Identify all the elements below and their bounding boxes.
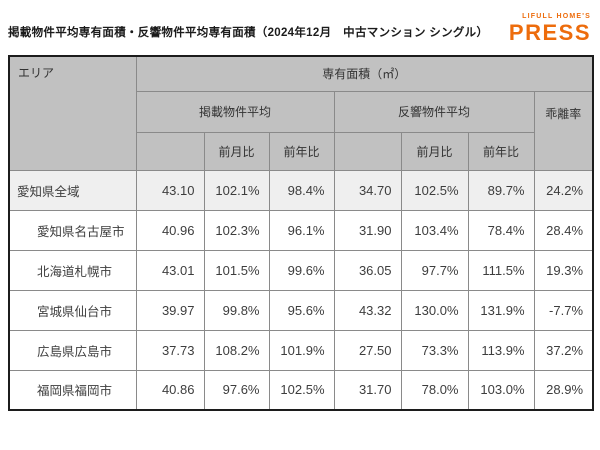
- area-name-cell: 愛知県名古屋市: [8, 209, 137, 251]
- listed-average-cell: 37.73: [135, 329, 205, 371]
- column-header-area: エリア: [8, 55, 137, 171]
- listed-average-cell: 39.97: [135, 289, 205, 331]
- inquiry-mom-cell: 130.0%: [400, 289, 469, 331]
- inquiry-yoy-cell: 89.7%: [467, 169, 535, 211]
- subheader-inquiry-mom: 前月比: [400, 131, 469, 171]
- gap-rate-cell: 28.9%: [533, 369, 594, 411]
- inquiry-average-cell: 31.90: [333, 209, 402, 251]
- inquiry-yoy-cell: 78.4%: [467, 209, 535, 251]
- group-header-listed-average: 掲載物件平均: [135, 90, 335, 133]
- listed-average-cell: 43.01: [135, 249, 205, 291]
- listed-average-cell: 43.10: [135, 169, 205, 211]
- listed-average-cell: 40.96: [135, 209, 205, 251]
- listed-mom-cell: 102.1%: [203, 169, 270, 211]
- subheader-listed-mom: 前月比: [203, 131, 270, 171]
- inquiry-yoy-cell: 113.9%: [467, 329, 535, 371]
- subheader-inquiry-value-blank: [333, 131, 402, 171]
- listed-average-cell: 40.86: [135, 369, 205, 411]
- subheader-listed-value-blank: [135, 131, 205, 171]
- listed-yoy-cell: 95.6%: [268, 289, 335, 331]
- inquiry-average-cell: 36.05: [333, 249, 402, 291]
- group-header-inquiry-average: 反響物件平均: [333, 90, 535, 133]
- listed-mom-cell: 108.2%: [203, 329, 270, 371]
- inquiry-average-cell: 34.70: [333, 169, 402, 211]
- logo-press-text: PRESS: [508, 20, 591, 45]
- table-row: 北海道札幌市 43.01 101.5% 99.6% 36.05 97.7% 11…: [8, 249, 594, 291]
- column-header-gap-rate: 乖離率: [533, 90, 594, 171]
- inquiry-average-cell: 31.70: [333, 369, 402, 411]
- inquiry-yoy-cell: 111.5%: [467, 249, 535, 291]
- table-row: 宮城県仙台市 39.97 99.8% 95.6% 43.32 130.0% 13…: [8, 289, 594, 331]
- listed-mom-cell: 102.3%: [203, 209, 270, 251]
- listed-yoy-cell: 98.4%: [268, 169, 335, 211]
- inquiry-mom-cell: 102.5%: [400, 169, 469, 211]
- area-name-cell: 宮城県仙台市: [8, 289, 137, 331]
- gap-rate-cell: -7.7%: [533, 289, 594, 331]
- area-name-cell: 広島県広島市: [8, 329, 137, 371]
- inquiry-mom-cell: 73.3%: [400, 329, 469, 371]
- listed-mom-cell: 101.5%: [203, 249, 270, 291]
- subheader-inquiry-yoy: 前年比: [467, 131, 535, 171]
- listed-mom-cell: 97.6%: [203, 369, 270, 411]
- page-title: 掲載物件平均専有面積・反響物件平均専有面積（2024年12月 中古マンション シ…: [8, 27, 489, 39]
- table-row: 広島県広島市 37.73 108.2% 101.9% 27.50 73.3% 1…: [8, 329, 594, 371]
- inquiry-average-cell: 43.32: [333, 289, 402, 331]
- gap-rate-cell: 19.3%: [533, 249, 594, 291]
- subheader-listed-yoy: 前年比: [268, 131, 335, 171]
- table-body: 愛知県全域 43.10 102.1% 98.4% 34.70 102.5% 89…: [8, 169, 594, 411]
- table-row: 愛知県名古屋市 40.96 102.3% 96.1% 31.90 103.4% …: [8, 209, 594, 251]
- gap-rate-cell: 24.2%: [533, 169, 594, 211]
- gap-rate-cell: 37.2%: [533, 329, 594, 371]
- listed-yoy-cell: 102.5%: [268, 369, 335, 411]
- column-header-floor-area: 専有面積（㎡）: [135, 55, 594, 92]
- inquiry-mom-cell: 78.0%: [400, 369, 469, 411]
- listed-yoy-cell: 96.1%: [268, 209, 335, 251]
- inquiry-mom-cell: 97.7%: [400, 249, 469, 291]
- area-name-cell: 北海道札幌市: [8, 249, 137, 291]
- table-row: 福岡県福岡市 40.86 97.6% 102.5% 31.70 78.0% 10…: [8, 369, 594, 411]
- area-name-cell: 愛知県全域: [8, 169, 137, 211]
- inquiry-average-cell: 27.50: [333, 329, 402, 371]
- listed-mom-cell: 99.8%: [203, 289, 270, 331]
- logo-lifull-homes-text: LIFULL HOME'S: [522, 13, 591, 20]
- inquiry-yoy-cell: 103.0%: [467, 369, 535, 411]
- table-row: 愛知県全域 43.10 102.1% 98.4% 34.70 102.5% 89…: [8, 169, 594, 211]
- inquiry-yoy-cell: 131.9%: [467, 289, 535, 331]
- listed-yoy-cell: 101.9%: [268, 329, 335, 371]
- area-name-cell: 福岡県福岡市: [8, 369, 137, 411]
- area-statistics-table: エリア 専有面積（㎡） 掲載物件平均 反響物件平均 乖離率 前月比 前年比 前月…: [8, 55, 595, 411]
- listed-yoy-cell: 99.6%: [268, 249, 335, 291]
- brand-logo[interactable]: LIFULL HOME'S PRESS: [509, 13, 591, 44]
- inquiry-mom-cell: 103.4%: [400, 209, 469, 251]
- gap-rate-cell: 28.4%: [533, 209, 594, 251]
